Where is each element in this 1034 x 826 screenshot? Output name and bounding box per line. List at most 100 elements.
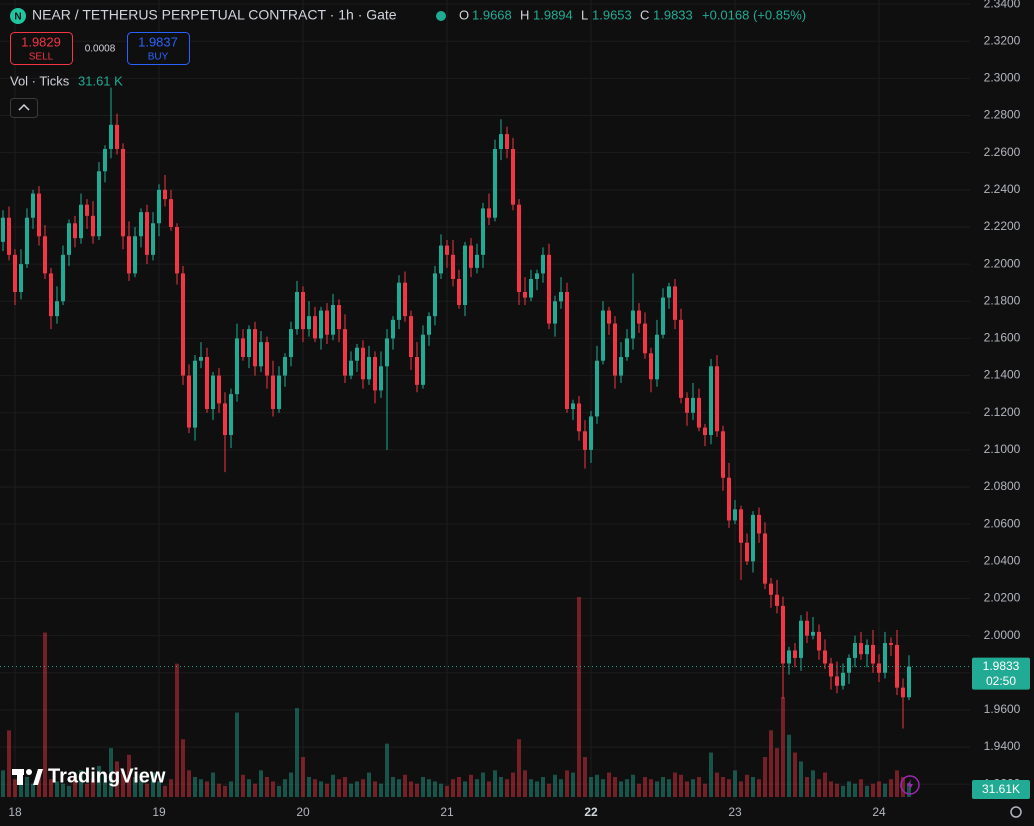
- volume-bar: [631, 774, 635, 797]
- volume-bar: [661, 777, 665, 797]
- volume-bar: [313, 779, 317, 797]
- volume-bar: [457, 777, 461, 797]
- candle-body: [187, 375, 191, 428]
- volume-bar: [469, 774, 473, 797]
- watermark-logo: [12, 769, 43, 785]
- volume-bar: [787, 734, 791, 797]
- candle-body: [499, 134, 503, 149]
- sell-button[interactable]: [10, 32, 73, 65]
- volume-bar: [19, 781, 23, 797]
- volume-bar: [445, 785, 449, 797]
- ohlc-label: O: [459, 7, 469, 22]
- candle-body: [511, 148, 515, 205]
- volume-bar: [493, 770, 497, 797]
- candle-body: [427, 316, 431, 335]
- volume-bar: [169, 779, 173, 797]
- volume-bar: [43, 632, 47, 797]
- volume-bar: [763, 757, 767, 797]
- volume-bar: [889, 779, 893, 797]
- volume-bar: [61, 783, 65, 797]
- candle-body: [277, 375, 281, 410]
- volume-bar: [835, 783, 839, 797]
- volume-bar: [409, 781, 413, 797]
- change: +0.0168 (+0.85%): [702, 7, 806, 22]
- candle-body: [643, 323, 647, 354]
- candle-body: [553, 301, 557, 324]
- volume-bar: [751, 777, 755, 797]
- status-dot: [436, 11, 446, 21]
- candle-body: [115, 124, 119, 149]
- candle-body: [619, 357, 623, 376]
- candle-body: [637, 310, 641, 324]
- volume-bar: [139, 779, 143, 797]
- volume-bar: [595, 774, 599, 797]
- volume-bar: [211, 772, 215, 797]
- candle-body: [67, 223, 71, 255]
- candle-body: [37, 193, 41, 237]
- countdown: 02:50: [986, 674, 1016, 688]
- logo-glyph: N: [14, 12, 21, 23]
- candle-body: [763, 533, 767, 584]
- candle-body: [337, 304, 341, 330]
- volume-bar: [703, 783, 707, 797]
- candle-body: [667, 286, 671, 298]
- volume-bar: [271, 781, 275, 797]
- buy-price: 1.9837: [138, 34, 178, 49]
- candle-body: [295, 291, 299, 330]
- collapse-button[interactable]: [10, 98, 38, 118]
- volume-bar: [505, 779, 509, 797]
- candle-body: [247, 329, 251, 358]
- candle-body: [349, 360, 353, 376]
- candle-body: [223, 403, 227, 436]
- candle-body: [841, 672, 845, 686]
- candle-body: [457, 278, 461, 305]
- candle-body: [829, 663, 833, 677]
- volume-bar: [73, 777, 77, 797]
- candle-body: [193, 360, 197, 428]
- last-volume-box: [972, 780, 1030, 799]
- chart-title[interactable]: NEAR / TETHERUS PERPETUAL CONTRACT · 1h …: [32, 7, 397, 23]
- candle-body: [451, 254, 455, 279]
- volume-bar: [37, 772, 41, 797]
- y-tick-label: 2.0600: [984, 516, 1021, 530]
- candle-body: [301, 291, 305, 330]
- volume-bar: [607, 772, 611, 797]
- candle-body: [469, 245, 473, 268]
- candle-body: [211, 375, 215, 410]
- volume-bar: [691, 779, 695, 797]
- y-tick-label: 2.3200: [984, 33, 1021, 47]
- settings-icon[interactable]: [1010, 806, 1022, 818]
- volume-bar: [103, 774, 107, 797]
- candle-body: [871, 644, 875, 664]
- volume-bar: [1, 770, 5, 797]
- buy-button[interactable]: [127, 32, 190, 65]
- alert-icon[interactable]: [900, 775, 920, 795]
- candle-body: [901, 687, 905, 698]
- y-tick-label: 2.1600: [984, 331, 1021, 345]
- volume-bar: [895, 770, 899, 797]
- candle-body: [673, 286, 677, 320]
- volume-bar: [295, 708, 299, 797]
- candle-body: [727, 477, 731, 521]
- volume-pane: [1, 597, 911, 797]
- candle-body: [31, 193, 35, 218]
- volume-bar: [67, 785, 71, 797]
- candle-body: [607, 310, 611, 324]
- volume-bar: [757, 779, 761, 797]
- volume-bar: [679, 774, 683, 797]
- volume-bar: [133, 777, 137, 797]
- candle-body: [535, 273, 539, 279]
- volume-bar: [649, 779, 653, 797]
- volume-bar: [91, 779, 95, 797]
- x-tick-label: 24: [872, 805, 886, 819]
- candle-body: [343, 329, 347, 376]
- time-axis: 18 19 20 21 22 23 24: [8, 805, 886, 819]
- candle-body: [739, 509, 743, 543]
- y-tick-label: 1.9600: [984, 702, 1021, 716]
- candle-body: [271, 375, 275, 410]
- candle-body: [25, 217, 29, 265]
- candle-body: [793, 650, 797, 658]
- candle-body: [595, 360, 599, 417]
